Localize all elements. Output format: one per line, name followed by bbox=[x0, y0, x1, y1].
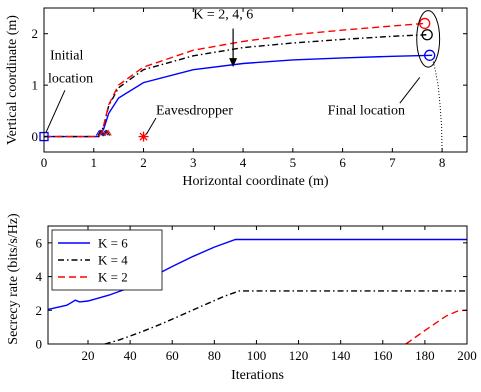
x-tick-label: 80 bbox=[208, 348, 221, 363]
x-tick-label: 40 bbox=[124, 348, 137, 363]
secrecy-plot-frame bbox=[47, 225, 468, 345]
x-tick-label: 140 bbox=[331, 348, 351, 363]
trajectory-x-axis-label: Horizontal coordinate (m) bbox=[182, 174, 329, 189]
secrecy-line-4 bbox=[104, 290, 467, 345]
y-tick-label: 6 bbox=[36, 235, 43, 250]
x-tick-label: 5 bbox=[290, 155, 297, 170]
legend-box bbox=[51, 229, 163, 291]
x-tick-label: 6 bbox=[339, 155, 346, 170]
trajectory-line-k4 bbox=[44, 34, 428, 138]
secrecy-y-axis-label: Secrecy rate (bits/s/Hz) bbox=[6, 213, 21, 345]
trajectory-line-k6 bbox=[44, 54, 433, 138]
eavesdropper-pointer bbox=[146, 117, 157, 135]
legend-label: K = 4 bbox=[98, 253, 128, 268]
y-tick-label: 4 bbox=[36, 269, 43, 284]
y-tick-label: 0 bbox=[36, 337, 43, 352]
trajectory-ticks-group: 0 1 2 3 4 5 6 7 8 0 1 2 bbox=[32, 8, 467, 170]
eavesdropper-label: Eavesdropper bbox=[156, 103, 233, 118]
k-values-label: K = 2, 4, 6 bbox=[193, 7, 253, 22]
x-tick-label: 100 bbox=[247, 348, 267, 363]
y-tick-label: 2 bbox=[36, 303, 43, 318]
x-tick-label: 2 bbox=[140, 155, 147, 170]
legend-label: K = 2 bbox=[98, 270, 128, 285]
trajectory-markers-group bbox=[39, 17, 436, 142]
trajectory-series-group bbox=[44, 22, 443, 153]
x-tick-label: 0 bbox=[41, 155, 48, 170]
initial-location-pointer bbox=[45, 90, 66, 133]
initial-location-label-line1: Initial bbox=[50, 48, 84, 63]
x-tick-label: 200 bbox=[457, 348, 477, 363]
x-tick-label: 7 bbox=[389, 155, 396, 170]
secrecy-ticks-group: 20 40 60 80 100 120 140 160 180 200 0 2 4 6 bbox=[36, 226, 477, 363]
trajectory-y-axis-label: Vertical coordinate (m) bbox=[5, 15, 20, 145]
x-tick-label: 20 bbox=[82, 348, 95, 363]
y-tick-label: 0 bbox=[32, 129, 39, 144]
secrecy-x-axis-label: Iterations bbox=[231, 368, 284, 383]
y-tick-label: 1 bbox=[32, 78, 39, 93]
trajectory-chart: 0 1 2 3 4 5 6 7 8 0 1 2 Horizontal coordinate (m) V… bbox=[5, 7, 468, 189]
y-tick-label: 2 bbox=[32, 26, 39, 41]
x-tick-label: 120 bbox=[289, 348, 309, 363]
eavesdropper-marker bbox=[138, 131, 149, 142]
secrecy-line-2 bbox=[405, 309, 468, 345]
climb-start-squiggle bbox=[98, 129, 112, 137]
final-location-label: Final location bbox=[328, 103, 405, 118]
final-location-marker bbox=[419, 17, 431, 30]
final-location-pointer bbox=[399, 77, 421, 104]
k-values-arrowhead bbox=[229, 58, 238, 68]
initial-location-label-line2: location bbox=[48, 72, 93, 87]
x-tick-label: 4 bbox=[240, 155, 247, 170]
final-location-marker bbox=[424, 49, 436, 61]
boundary-curve bbox=[431, 56, 443, 153]
x-tick-label: 180 bbox=[415, 348, 435, 363]
x-tick-label: 8 bbox=[439, 155, 446, 170]
final-location-marker bbox=[421, 29, 433, 41]
final-location-ellipse bbox=[416, 10, 441, 68]
x-tick-label: 60 bbox=[166, 348, 179, 363]
secrecy-rate-chart: 20 40 60 80 100 120 140 160 180 200 0 2 4 6 Iteration… bbox=[6, 213, 477, 383]
legend-label: K = 6 bbox=[98, 236, 128, 251]
trajectory-plot-frame bbox=[43, 7, 468, 153]
trajectory-line-k2 bbox=[44, 22, 425, 138]
x-tick-label: 160 bbox=[373, 348, 393, 363]
x-tick-label: 3 bbox=[190, 155, 197, 170]
legend: K = 6 K = 4 K = 2 bbox=[51, 229, 163, 291]
x-tick-label: 1 bbox=[91, 155, 98, 170]
